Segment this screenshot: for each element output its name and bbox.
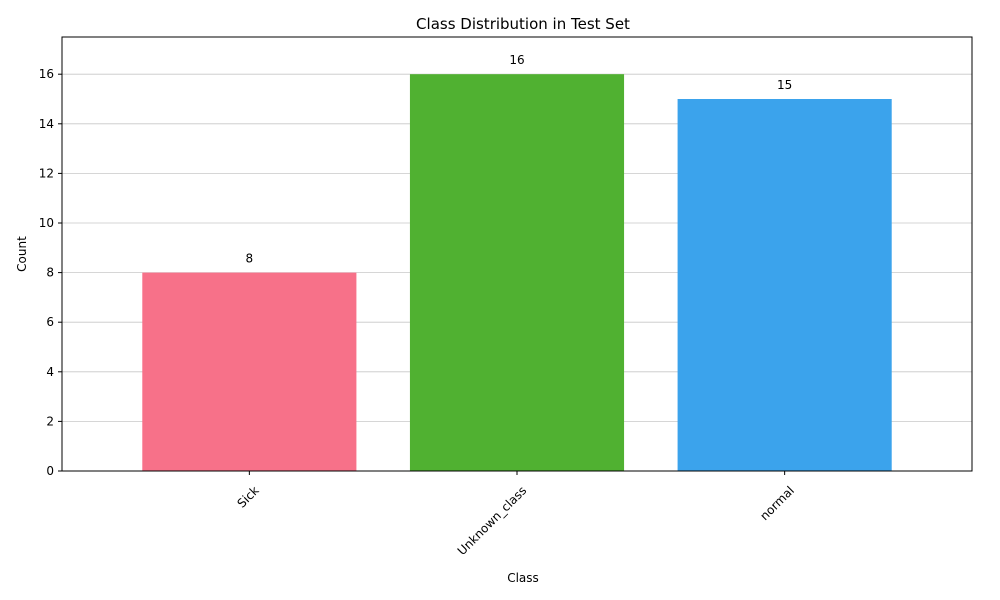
bar-value-labels: 8 16 15 (246, 53, 793, 265)
bar-value-label: 16 (509, 53, 524, 67)
y-tick-label: 8 (46, 266, 54, 280)
bar-value-label: 8 (246, 252, 254, 266)
y-tick-label: 0 (46, 464, 54, 478)
chart-title: Class Distribution in Test Set (416, 15, 630, 33)
bar-normal (677, 99, 892, 471)
bar-value-label: 15 (777, 78, 792, 92)
y-axis-label: Count (15, 236, 29, 272)
x-axis-label: Class (507, 571, 539, 585)
y-axis-ticks: 0 2 4 6 8 10 12 14 16 (39, 67, 62, 478)
y-tick-label: 14 (39, 117, 54, 131)
y-tick-label: 4 (46, 365, 54, 379)
bar-sick (142, 272, 357, 471)
bars (142, 74, 892, 471)
y-tick-label: 10 (39, 216, 54, 230)
bar-unknown-class (409, 74, 625, 471)
y-tick-label: 16 (39, 67, 54, 81)
y-tick-label: 12 (39, 166, 54, 180)
y-tick-label: 2 (46, 414, 54, 428)
y-tick-label: 6 (46, 315, 54, 329)
